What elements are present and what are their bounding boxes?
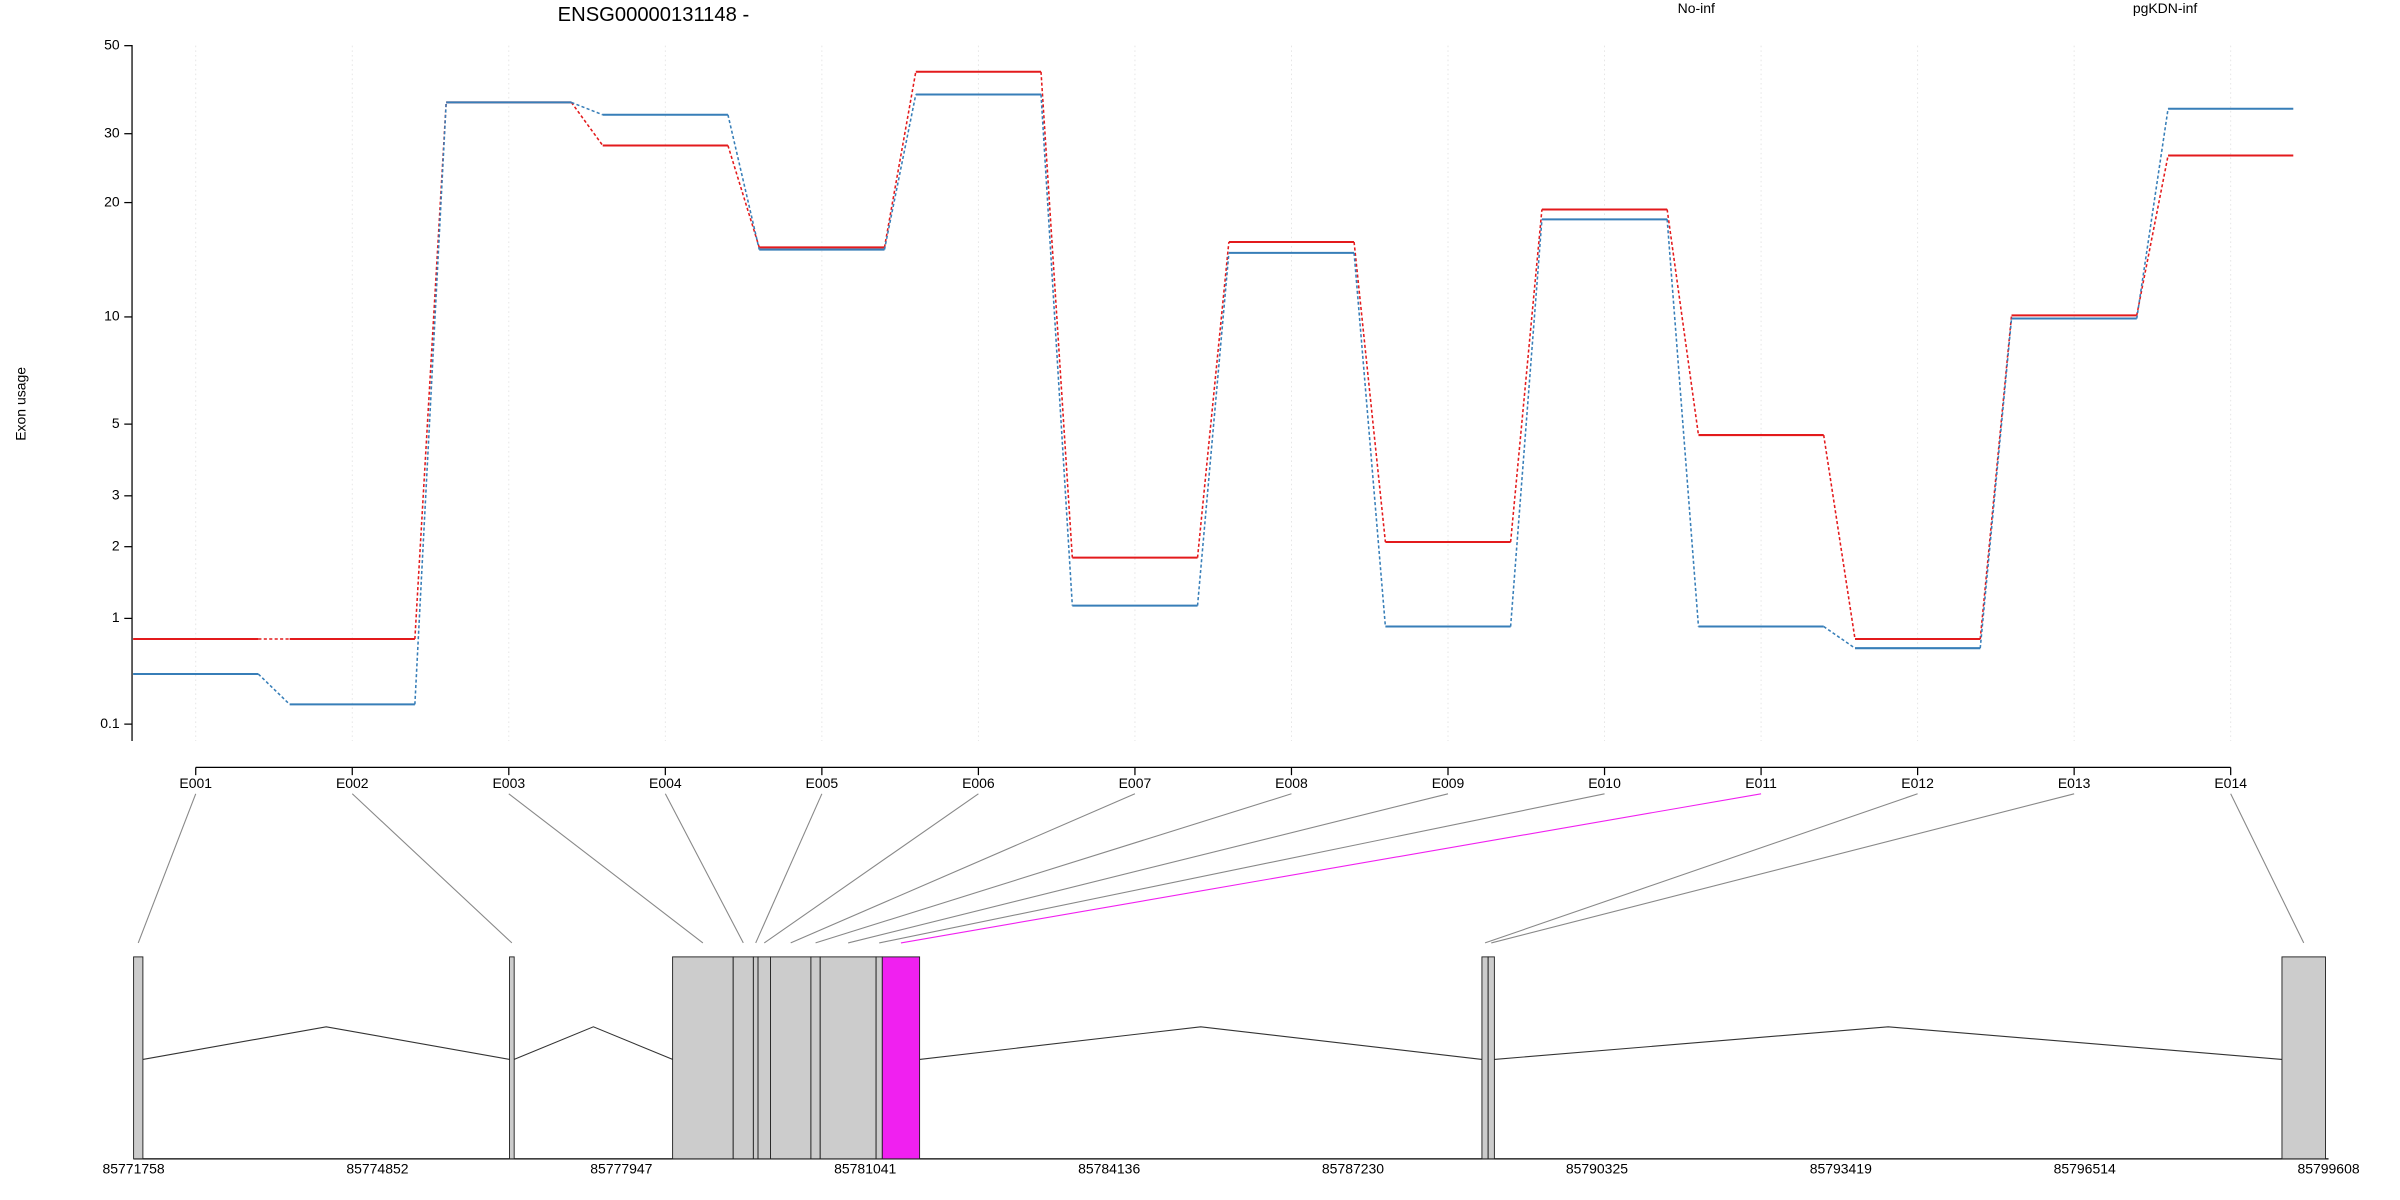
exon	[770, 956, 812, 1160]
x-tick-label: E003	[492, 775, 525, 791]
exon-link	[1484, 793, 1918, 944]
exon	[732, 956, 754, 1160]
gene-tick-label: 85787230	[1322, 1160, 1384, 1176]
x-tick-label: E011	[1745, 775, 1777, 791]
x-tick-label: E009	[1432, 775, 1465, 791]
x-tick-label: E001	[179, 775, 212, 791]
connector	[1040, 94, 1074, 606]
connector	[727, 114, 761, 250]
y-tick-label: 30	[104, 124, 120, 140]
connector	[1353, 252, 1387, 627]
exon-link	[1491, 793, 2075, 944]
legend-label: pgKDN-inf	[2133, 0, 2198, 16]
x-tick-label: E005	[806, 775, 839, 791]
legend-label: No-inf	[1678, 0, 1715, 16]
exon	[819, 956, 877, 1160]
exon-link	[755, 793, 823, 944]
x-tick-label: E007	[1119, 775, 1152, 791]
gene-tick-label: 85790325	[1566, 1160, 1628, 1176]
connector	[1666, 219, 1700, 627]
exon	[509, 956, 515, 1160]
connector	[257, 673, 291, 705]
gene-tick-label: 85777947	[590, 1160, 652, 1176]
gene-tick-label: 85771758	[103, 1160, 165, 1176]
x-tick-label: E012	[1901, 775, 1934, 791]
intron	[513, 1026, 673, 1060]
exon-link	[848, 793, 1449, 944]
y-tick-label: 10	[104, 308, 120, 324]
y-tick-label: 3	[112, 487, 120, 503]
exon	[752, 956, 759, 1160]
exon-link	[879, 793, 1605, 944]
exon-link	[664, 793, 744, 944]
connector	[1666, 209, 1700, 436]
y-axis-label: Exon usage	[12, 367, 28, 441]
x-tick-label: E010	[1588, 775, 1621, 791]
exon-link	[137, 793, 197, 944]
connector	[414, 102, 447, 705]
chart-title: ENSG00000131148 -	[558, 4, 750, 26]
connector	[2135, 108, 2169, 319]
connector	[1509, 209, 1543, 543]
connector	[570, 101, 604, 146]
exon	[672, 956, 734, 1160]
y-tick-label: 0.1	[100, 715, 120, 731]
connector	[1822, 434, 1856, 640]
connector	[1823, 625, 1856, 649]
intron	[919, 1026, 1482, 1060]
exon	[881, 956, 921, 1160]
exon	[810, 956, 821, 1160]
gene-tick-label: 85793419	[1810, 1160, 1872, 1176]
x-tick-label: E014	[2214, 775, 2247, 791]
y-tick-label: 5	[112, 415, 120, 431]
exon	[875, 956, 883, 1160]
exon-link	[2230, 793, 2305, 944]
intron	[1494, 1026, 2283, 1060]
exon	[133, 956, 144, 1160]
connector	[1040, 71, 1074, 558]
connector	[1979, 318, 2013, 649]
gene-tick-label: 85781041	[834, 1160, 896, 1176]
exon	[2281, 956, 2326, 1160]
y-tick-label: 2	[112, 537, 120, 553]
exon-link	[815, 793, 1292, 944]
exon	[757, 956, 771, 1160]
x-tick-label: E004	[649, 775, 682, 791]
gene-tick-label: 85796514	[2054, 1160, 2116, 1176]
exon	[1481, 956, 1489, 1160]
connector	[1196, 241, 1230, 558]
exon-link	[790, 793, 1136, 944]
exon-link	[508, 793, 704, 944]
y-tick-label: 50	[104, 36, 120, 52]
gene-tick-label: 85799608	[2297, 1160, 2359, 1176]
intron	[142, 1026, 510, 1060]
x-tick-label: E008	[1275, 775, 1308, 791]
exon-link	[351, 793, 513, 944]
x-tick-label: E013	[2058, 775, 2091, 791]
connector	[883, 71, 917, 248]
x-tick-label: E006	[962, 775, 995, 791]
exon-link	[900, 793, 1762, 944]
x-tick-label: E002	[336, 775, 369, 791]
connector	[1353, 241, 1387, 543]
gene-tick-label: 85784136	[1078, 1160, 1140, 1176]
connector	[883, 94, 917, 250]
connector	[1509, 219, 1543, 627]
exon	[1487, 956, 1495, 1160]
gene-tick-label: 85774852	[346, 1160, 408, 1176]
exon-link	[763, 793, 979, 944]
connector	[1196, 252, 1230, 606]
connector	[571, 101, 604, 116]
y-tick-label: 1	[112, 609, 120, 625]
connector	[727, 145, 760, 248]
y-tick-label: 20	[104, 193, 120, 209]
